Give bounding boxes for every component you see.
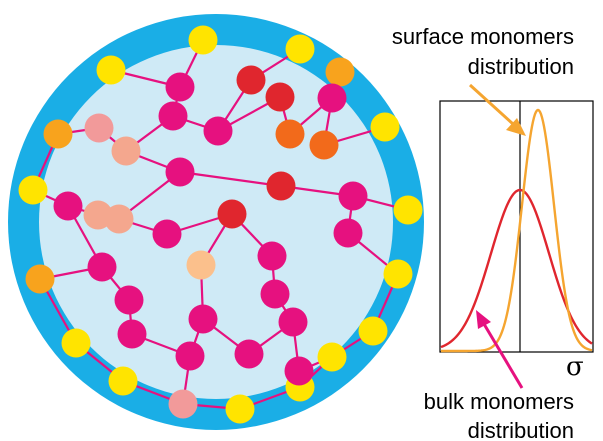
bulk-arrow-head <box>476 310 491 329</box>
monomer-bead <box>188 25 218 55</box>
monomer-bead <box>203 116 233 146</box>
surface-distribution-curve <box>441 108 593 353</box>
monomer-bead <box>84 113 114 143</box>
monomer-bead <box>168 389 198 419</box>
surface-arrow-head <box>506 118 526 136</box>
monomer-bead <box>370 112 400 142</box>
surface-arrow <box>468 83 526 136</box>
monomer-beads <box>18 25 423 424</box>
polymer-particle <box>8 14 424 430</box>
surface-label-line2: distribution <box>468 54 574 79</box>
monomer-bead <box>175 341 205 371</box>
monomer-bead <box>152 219 182 249</box>
sigma-axis-label: σ <box>566 352 584 382</box>
monomer-bead <box>236 65 266 95</box>
monomer-bead <box>158 101 188 131</box>
monomer-bead <box>165 157 195 187</box>
bulk-label-line1: bulk monomers <box>424 389 574 414</box>
bulk-arrow <box>476 310 524 389</box>
monomer-bead <box>317 342 347 372</box>
monomer-bead <box>165 72 195 102</box>
monomer-bead <box>358 316 388 346</box>
monomer-bead <box>217 199 247 229</box>
monomer-bead <box>284 356 314 386</box>
monomer-bead <box>87 252 117 282</box>
monomer-bead <box>285 34 315 64</box>
surface-label-line1: surface monomers <box>392 24 574 49</box>
monomer-bead <box>117 319 147 349</box>
monomer-bead <box>225 394 255 424</box>
monomer-bead <box>43 119 73 149</box>
monomer-bead <box>61 328 91 358</box>
distribution-plot: σ <box>439 100 594 382</box>
bulk-label-line2: distribution <box>468 418 574 441</box>
bond <box>179 170 282 188</box>
monomer-bead <box>265 82 295 112</box>
monomer-bead <box>108 366 138 396</box>
monomer-bead <box>333 218 363 248</box>
monomer-bead <box>266 171 296 201</box>
monomer-bead <box>25 264 55 294</box>
monomer-bead <box>234 339 264 369</box>
monomer-bead <box>188 304 218 334</box>
monomer-bead <box>257 241 287 271</box>
monomer-bead <box>104 204 134 234</box>
monomer-bead <box>275 119 305 149</box>
monomer-bead <box>53 191 83 221</box>
monomer-bead <box>338 181 368 211</box>
monomer-bead <box>18 175 48 205</box>
monomer-bead <box>393 195 423 225</box>
monomer-bead <box>114 285 144 315</box>
monomer-bead <box>260 279 290 309</box>
monomer-bead <box>309 130 339 160</box>
monomer-bead <box>111 136 141 166</box>
monomer-bead <box>96 55 126 85</box>
monomer-bead <box>278 307 308 337</box>
monomer-bead <box>383 259 413 289</box>
monomer-bead <box>325 57 355 87</box>
monomer-bead <box>186 250 216 280</box>
monomer-bead <box>317 83 347 113</box>
